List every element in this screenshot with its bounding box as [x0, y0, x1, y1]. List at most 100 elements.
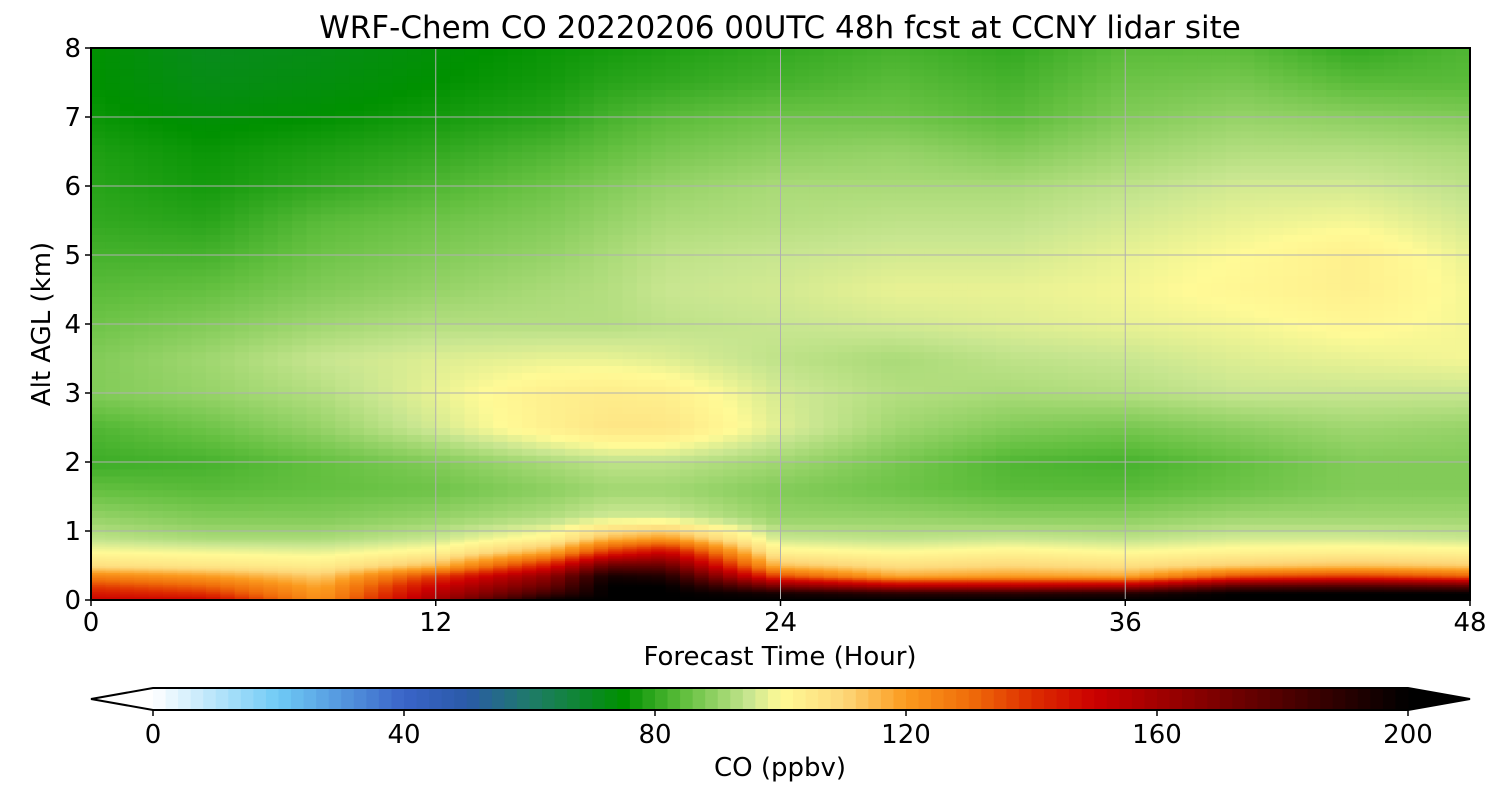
heatmap-cell: [220, 48, 236, 56]
heatmap-cell: [378, 556, 394, 560]
heatmap-cell: [335, 393, 351, 401]
heatmap-cell: [363, 103, 379, 111]
heatmap-cell: [679, 524, 695, 532]
heatmap-cell: [435, 317, 451, 325]
heatmap-cell: [450, 179, 466, 187]
heatmap-cell: [536, 144, 552, 153]
heatmap-cell: [407, 475, 422, 484]
heatmap-cell: [191, 399, 207, 408]
heatmap-cell: [694, 434, 710, 442]
heatmap-cell: [708, 68, 724, 77]
heatmap-cell: [263, 255, 279, 263]
heatmap-cell: [292, 137, 308, 146]
heatmap-cell: [363, 455, 379, 463]
heatmap-cell: [636, 539, 652, 542]
heatmap-cell: [493, 213, 509, 222]
heatmap-cell: [148, 151, 164, 159]
heatmap-cell: [148, 482, 164, 491]
heatmap-cell: [205, 475, 221, 484]
heatmap-cell: [565, 587, 580, 591]
heatmap-cell: [105, 310, 121, 318]
heatmap-cell: [694, 103, 710, 111]
heatmap-cell: [464, 574, 480, 577]
heatmap-cell: [91, 475, 106, 484]
heatmap-cell: [220, 565, 236, 568]
heatmap-cell: [191, 144, 207, 153]
heatmap-cell: [478, 468, 494, 477]
heatmap-cell: [249, 482, 264, 491]
heatmap-cell: [335, 227, 351, 235]
heatmap-cell: [306, 531, 322, 534]
heatmap-cell: [148, 574, 164, 577]
heatmap-cell: [550, 68, 566, 77]
heatmap-cell: [249, 144, 264, 153]
heatmap-cell: [493, 54, 509, 63]
heatmap-cell: [263, 275, 279, 284]
heatmap-cell: [521, 179, 537, 187]
heatmap-cell: [191, 575, 207, 579]
heatmap-cell: [378, 275, 394, 284]
heatmap-cell: [234, 543, 250, 546]
heatmap-cell: [636, 589, 652, 592]
heatmap-cell: [234, 579, 250, 582]
heatmap-cell: [205, 562, 221, 565]
heatmap-cell: [191, 503, 207, 511]
heatmap-cell: [162, 330, 178, 339]
heatmap-cell: [651, 137, 667, 146]
heatmap-cell: [435, 544, 451, 548]
heatmap-cell: [565, 468, 580, 477]
heatmap-cell: [349, 549, 365, 553]
heatmap-cell: [119, 455, 135, 463]
heatmap-cell: [565, 551, 580, 555]
heatmap-cell: [277, 427, 293, 435]
heatmap-cell: [105, 462, 121, 470]
heatmap-cell: [205, 532, 221, 536]
heatmap-cell: [177, 192, 193, 201]
heatmap-cell: [723, 553, 738, 556]
heatmap-cell: [435, 261, 451, 270]
heatmap-cell: [148, 241, 164, 249]
heatmap-cell: [119, 441, 135, 449]
heatmap-cell: [464, 158, 480, 166]
heatmap-cell: [349, 103, 365, 111]
heatmap-cell: [464, 539, 480, 542]
heatmap-cell: [378, 581, 394, 584]
heatmap-cell: [220, 441, 236, 449]
heatmap-cell: [392, 365, 408, 373]
heatmap-cell: [335, 541, 351, 544]
heatmap-cell: [378, 310, 394, 318]
heatmap-cell: [277, 137, 293, 146]
heatmap-cell: [263, 117, 279, 125]
heatmap-cell: [536, 568, 552, 572]
heatmap-cell: [723, 455, 738, 463]
heatmap-cell: [579, 48, 595, 56]
heatmap-cell: [565, 441, 580, 449]
heatmap-cell: [708, 581, 724, 584]
heatmap-cell: [608, 82, 624, 90]
heatmap-cell: [478, 584, 494, 587]
heatmap-cell: [349, 206, 365, 215]
heatmap-cell: [378, 82, 394, 90]
heatmap-cell: [335, 54, 351, 63]
heatmap-cell: [593, 248, 609, 256]
heatmap-cell: [320, 462, 336, 470]
heatmap-cell: [119, 54, 135, 63]
heatmap-cell: [421, 48, 437, 56]
heatmap-cell: [550, 555, 566, 558]
heatmap-cell: [651, 582, 667, 586]
heatmap-cell: [450, 584, 466, 587]
heatmap-cell: [234, 317, 250, 325]
heatmap-cell: [507, 462, 523, 470]
heatmap-cell: [679, 593, 695, 596]
heatmap-cell: [306, 541, 322, 544]
heatmap-cell: [608, 268, 624, 277]
heatmap-cell: [450, 455, 466, 463]
heatmap-cell: [407, 103, 422, 111]
heatmap-cell: [148, 61, 164, 70]
heatmap-cell: [105, 448, 121, 456]
heatmap-cell: [306, 330, 322, 339]
heatmap-cell: [249, 372, 264, 380]
heatmap-cell: [464, 534, 480, 537]
heatmap-cell: [349, 68, 365, 77]
heatmap-cell: [593, 268, 609, 277]
